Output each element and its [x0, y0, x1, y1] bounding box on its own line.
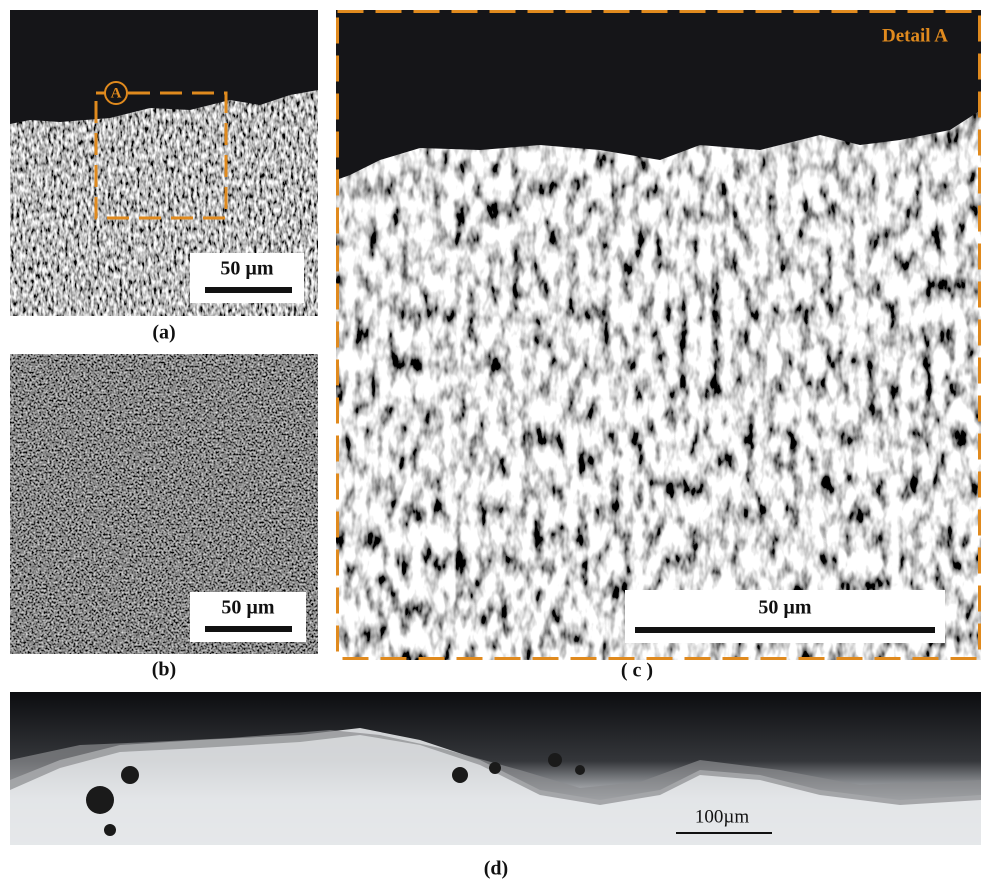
pore [452, 767, 468, 783]
panel-a: A 50 µm (a) [10, 10, 318, 344]
scale-label: 50 µm [220, 258, 274, 280]
pore [86, 786, 114, 814]
panel-label: (a) [152, 322, 175, 344]
panel-d: 100µm (d) [10, 692, 981, 880]
scale-bar [205, 287, 292, 293]
pore [489, 762, 501, 774]
pore [548, 753, 562, 767]
scale-bar [635, 627, 935, 633]
scale-label: 100µm [695, 806, 749, 827]
panel-b: 50 µm (b) [10, 354, 318, 681]
scale-bar [205, 626, 292, 632]
detail-title: Detail A [882, 25, 948, 46]
panel-label: ( c ) [621, 660, 653, 682]
panel-c: Detail A 50 µm ( c ) [336, 10, 981, 682]
panel-label: (b) [152, 659, 176, 681]
scale-label: 50 µm [758, 597, 812, 619]
figure: A 50 µm (a) 50 µm (b) Detail A 50 µm ( c… [0, 0, 984, 889]
scale-label: 50 µm [221, 597, 275, 619]
marker-label: A [111, 85, 122, 101]
pore [104, 824, 116, 836]
scale-bar [676, 832, 772, 834]
pore [575, 765, 585, 775]
pore [121, 766, 139, 784]
panel-label: (d) [484, 858, 508, 880]
